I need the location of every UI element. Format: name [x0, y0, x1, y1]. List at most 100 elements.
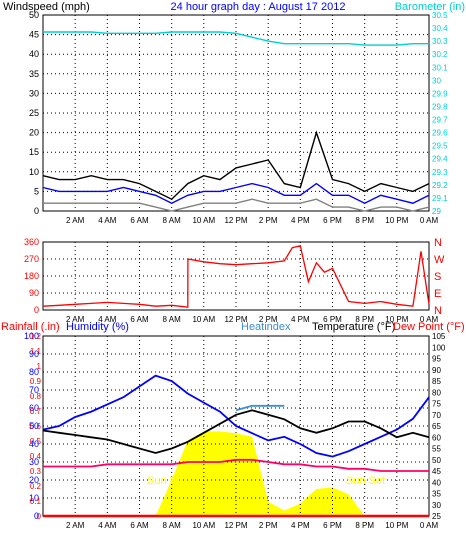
y-tick-label: 30 — [432, 76, 441, 85]
x-tick-label: 6 PM — [323, 521, 342, 530]
y-tick-label: 50 — [29, 421, 39, 431]
x-tick-label: 4 AM — [98, 315, 117, 324]
series-windspeed-average — [42, 182, 430, 204]
x-tick-label: 6 PM — [323, 315, 342, 324]
y-tick-label: 29.3 — [432, 168, 448, 177]
y-tick-label: 0.7 — [30, 407, 42, 416]
y-tick-label: 40 — [29, 49, 39, 59]
rainfall-axis-title: Rainfall (.in) — [1, 321, 60, 333]
x-tick-label: 12 PM — [224, 521, 247, 530]
y-tick-label: 30.2 — [432, 50, 448, 59]
y-tick-label: 29.6 — [432, 129, 448, 138]
y-tick-label: 90 — [29, 349, 39, 359]
y-tick-label: 30 — [29, 88, 39, 98]
y-tick-label: 29.2 — [432, 181, 448, 190]
x-tick-label: 6 AM — [130, 216, 149, 225]
x-tick-label: 4 PM — [291, 216, 310, 225]
y-tick-label: 10 — [29, 167, 39, 177]
y-tick-label: 30.3 — [432, 37, 448, 46]
x-tick-label: 10 PM — [385, 521, 408, 530]
compass-label: E — [434, 288, 441, 300]
y-tick-label: 360 — [24, 237, 39, 247]
y-tick-label: 35 — [432, 490, 441, 499]
y-tick-label: 20 — [29, 128, 39, 138]
y-tick-label: 5 — [34, 186, 39, 196]
y-tick-label: 40 — [29, 439, 39, 449]
compass-label: W — [434, 254, 445, 266]
temp-x-ticks: 2 AM 4 AM 6 AM 8 AM 10 AM 12 PM 2 PM 4 PM 6 PM 8 … — [66, 521, 438, 530]
y-tick-label: 105 — [432, 332, 446, 341]
x-tick-label: 2 PM — [259, 315, 278, 324]
humidity-ticks: 0 10 20 30 40 50 60 70 80 90 100 — [24, 331, 39, 521]
y-tick-label: 90 — [432, 366, 441, 375]
y-tick-label: 20 — [29, 475, 39, 485]
x-tick-label: 2 AM — [66, 315, 85, 324]
y-tick-label: 29.4 — [432, 155, 448, 164]
y-tick-label: 30 — [432, 501, 441, 510]
windspeed-axis-title: Windspeed (mph) — [3, 1, 90, 13]
wind-series — [42, 31, 430, 212]
temperature-ticks: 25 30 35 40 45 50 55 60 65 70 75 80 85 90 95 100 105 — [432, 332, 446, 521]
compass-label: S — [434, 271, 441, 283]
series-humidity — [42, 374, 430, 458]
wind-x-ticks: 2 AM 4 AM 6 AM 8 AM 10 AM 12 PM 2 PM 4 PM 6 PM 8 … — [66, 216, 438, 225]
x-tick-label: 6 AM — [130, 315, 149, 324]
x-tick-label: 8 PM — [355, 521, 374, 530]
humidity-axis-title: Humidity (%) — [66, 321, 129, 333]
x-tick-label: 0 AM — [420, 216, 439, 225]
series-dew-point — [43, 458, 429, 472]
x-tick-label: 10 AM — [192, 216, 215, 225]
x-tick-label: 12 PM — [224, 216, 247, 225]
series-windspeed-high — [42, 130, 430, 201]
y-tick-label: 0.5 — [30, 437, 42, 446]
wind-barometer-chart: Windspeed (mph) 24 hour graph day : Augu… — [3, 1, 465, 225]
x-tick-label: 2 AM — [66, 521, 85, 530]
y-tick-label: 180 — [24, 271, 39, 281]
sunrise-label: Sun Rise — [147, 475, 192, 487]
y-tick-label: 25 — [432, 512, 441, 521]
x-tick-label: 6 AM — [130, 521, 149, 530]
y-tick-label: 65 — [432, 422, 441, 431]
x-tick-label: 2 PM — [259, 216, 278, 225]
series-windspeed-low — [43, 198, 430, 212]
x-tick-label: 2 PM — [259, 521, 278, 530]
barometer-axis-title: Barometer (in) — [395, 1, 465, 13]
x-tick-label: 8 PM — [355, 216, 374, 225]
direction-grid — [43, 242, 430, 310]
temp-series — [42, 374, 430, 518]
y-tick-label: 55 — [432, 445, 441, 454]
temperature-humidity-chart: Rainfall (.in) Humidity (%) Heatindex Te… — [1, 321, 465, 530]
x-tick-label: 12 PM — [224, 315, 247, 324]
compass-label: N — [434, 305, 442, 317]
y-tick-label: 60 — [432, 433, 441, 442]
y-tick-label: 70 — [432, 411, 441, 420]
y-tick-label: 10 — [29, 493, 39, 503]
y-tick-label: 30.4 — [432, 24, 448, 33]
temperature-axis-title: Temperature (°F) — [312, 321, 395, 333]
series-solar — [43, 431, 429, 516]
x-tick-label: 4 PM — [291, 315, 310, 324]
y-tick-label: 1 — [37, 362, 42, 371]
windspeed-ticks: 0 5 10 15 20 25 30 35 40 45 50 — [29, 10, 39, 216]
y-tick-label: 25 — [29, 108, 39, 118]
x-tick-label: 4 PM — [291, 521, 310, 530]
direction-degree-ticks: 0 90 180 270 360 — [24, 237, 39, 315]
direction-x-ticks: 2 AM 4 AM 6 AM 8 AM 10 AM 12 PM 2 PM 4 PM 6 PM 8 … — [66, 315, 438, 324]
barometer-ticks: 29 29.1 29.2 29.3 29.4 29.5 29.6 29.7 29.8 29.9 30… — [432, 11, 448, 216]
y-tick-label: 50 — [432, 456, 441, 465]
y-tick-label: 75 — [432, 400, 441, 409]
y-tick-label: 35 — [29, 69, 39, 79]
y-tick-label: 0 — [34, 206, 39, 216]
x-tick-label: 10 AM — [192, 315, 215, 324]
y-tick-label: 0.1 — [30, 497, 42, 506]
compass-label: N — [434, 237, 442, 249]
y-tick-label: 29.9 — [432, 89, 448, 98]
series-wind-direction — [42, 245, 430, 308]
y-tick-label: 45 — [432, 467, 441, 476]
y-tick-label: 45 — [29, 30, 39, 40]
y-tick-label: 15 — [29, 147, 39, 157]
x-tick-label: 8 AM — [163, 216, 182, 225]
x-tick-label: 10 AM — [192, 521, 215, 530]
